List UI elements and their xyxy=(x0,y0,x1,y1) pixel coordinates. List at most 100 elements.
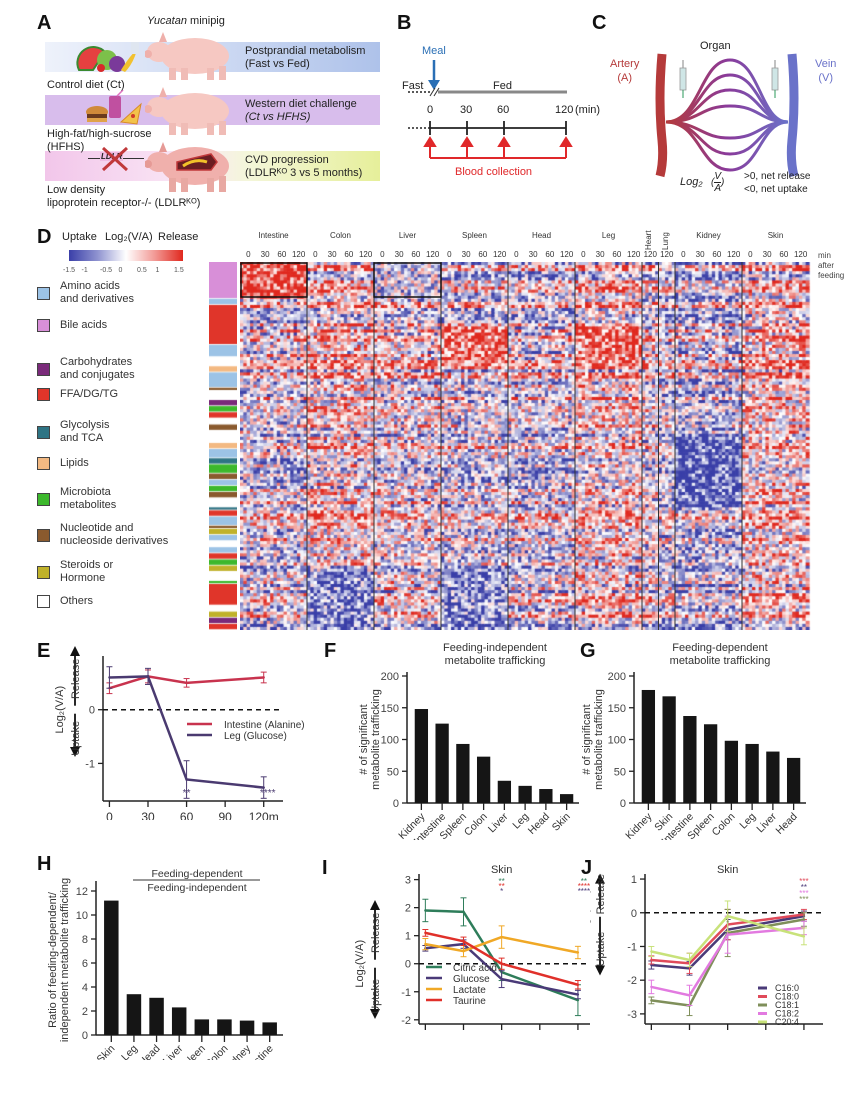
significance-stars: *** xyxy=(799,889,808,898)
series-line xyxy=(109,675,264,789)
x-tick-label: Leg xyxy=(119,1043,140,1060)
y-tick-label: 12 xyxy=(76,886,88,898)
control-diet-label: Control diet (Ct) xyxy=(47,79,125,91)
y-tick-label: 100 xyxy=(381,735,399,747)
significance-stars: * xyxy=(500,887,503,896)
time-60: 60 xyxy=(497,104,510,116)
timepoint-label: 30 xyxy=(528,250,538,259)
category-label: Glycolysis and TCA xyxy=(60,419,110,444)
data-point xyxy=(802,918,806,921)
chart-title-numerator: Feeding-dependent xyxy=(151,868,242,880)
fraction-numerator: V xyxy=(714,171,722,183)
chart-title: Skin xyxy=(717,864,738,876)
artery-label-text: Artery xyxy=(610,58,640,70)
timepoint-label: 30 xyxy=(595,250,605,259)
timeline-diagram xyxy=(408,60,573,159)
syringe-icon-artery xyxy=(679,60,687,98)
timepoint-label: 60 xyxy=(779,250,789,259)
data-point xyxy=(262,786,265,789)
y-axis-title: # of significant xyxy=(358,704,370,774)
category-legend-item: FFA/DG/TG xyxy=(37,388,118,401)
y-tick-label: 2 xyxy=(405,903,411,915)
organ-label: Heart xyxy=(644,230,653,250)
colorbar-title: Log₂(V/A) xyxy=(105,231,153,243)
organ-label: Spleen xyxy=(462,231,487,240)
x-tick-label: 60 xyxy=(180,810,194,820)
vein-label: Vein (V) xyxy=(815,57,836,85)
x-tick-label: 30 xyxy=(141,810,155,820)
panel-letter-j: J xyxy=(581,857,593,879)
blood-collection-arrows xyxy=(423,136,573,159)
category-label: Carbohydrates and conjugates xyxy=(60,356,135,381)
organ-label: Intestine xyxy=(258,231,289,240)
fruit-vegetable-icon xyxy=(76,42,139,72)
y-tick-label: 8 xyxy=(82,934,88,946)
significance-stars: ** xyxy=(801,883,807,892)
y-tick-label: -1 xyxy=(85,758,95,770)
category-legend-item: Lipids xyxy=(37,457,89,470)
pig-caption-rest: minipig xyxy=(186,15,225,27)
legend-label: Taurine xyxy=(453,996,486,1007)
chart-title: Feeding-dependent xyxy=(672,642,767,654)
cvd-sub: (LDLRᴷᴼ 3 vs 5 months) xyxy=(245,167,363,179)
panel-letter-c: C xyxy=(592,12,607,34)
heatmap-dividers xyxy=(240,262,743,630)
y-uptake-label: Uptake xyxy=(70,721,82,756)
colorbar-tick-label: -1 xyxy=(81,267,88,274)
category-label: Microbiota metabolites xyxy=(60,486,117,511)
y-tick-label: 0 xyxy=(82,1030,88,1042)
y-tick-label: 0 xyxy=(89,705,95,717)
timepoint-label: 0 xyxy=(313,250,318,259)
category-swatch xyxy=(37,362,50,376)
data-point xyxy=(576,951,580,954)
timepoint-label: 60 xyxy=(712,250,722,259)
chart-j: 10-1-2-30306090120mReleaseUptakeLog₂(V/A… xyxy=(590,864,823,1030)
timepoint-label: 30 xyxy=(695,250,705,259)
category-label: Bile acids xyxy=(60,319,108,331)
y-axis-title: metabolite trafficking xyxy=(370,689,382,790)
legend-label: Leg (Glucose) xyxy=(224,731,287,742)
highlight-box-intestine xyxy=(240,262,308,298)
significance-stars: * xyxy=(726,919,729,928)
panel-letter-h: H xyxy=(37,853,52,875)
series-line xyxy=(425,935,579,954)
timepoint-label: 30 xyxy=(394,250,404,259)
series-line xyxy=(109,675,264,690)
timepoint-label: 120 xyxy=(793,250,808,259)
chart-title: Feeding-independent xyxy=(443,642,547,654)
colorbar-tick-label: 1 xyxy=(155,267,160,274)
category-label: Lipids xyxy=(60,457,89,469)
chart-f: 050100150200KidneyIntestineSpleenColonLi… xyxy=(358,642,579,840)
legend-label: C18:2 xyxy=(775,1009,799,1019)
postprandial-text: Postprandial metabolism (Fast vs Fed) xyxy=(245,45,365,71)
pig-icon-ldlr xyxy=(145,142,229,192)
series-line xyxy=(651,913,805,965)
timepoint-label: 120 xyxy=(726,250,741,259)
y-tick-label: 2 xyxy=(82,1006,88,1018)
data-point xyxy=(462,949,465,953)
knockout-x-icon xyxy=(101,146,129,172)
category-swatch xyxy=(37,528,50,542)
artery-vessel xyxy=(655,53,668,178)
category-swatch xyxy=(37,595,50,608)
y-axis-title: Log₂(V/A) xyxy=(54,686,66,734)
category-legend-item: Glycolysis and TCA xyxy=(37,419,110,445)
cvd-title: CVD progression xyxy=(245,154,329,166)
bar xyxy=(766,751,780,803)
bar xyxy=(456,743,470,803)
timepoint-label: 0 xyxy=(514,250,519,259)
timepoint-label: 30 xyxy=(762,250,772,259)
timepoint-label: 30 xyxy=(327,250,337,259)
va-interpretation: >0, net release <0, net uptake xyxy=(744,170,810,196)
bar xyxy=(435,723,449,803)
junk-food-icon xyxy=(86,90,142,125)
bar xyxy=(171,1007,187,1035)
significance-stars: **** xyxy=(260,788,276,799)
data-point xyxy=(650,950,653,953)
vein-label-text: Vein xyxy=(815,58,837,70)
timepoint-label: 120 xyxy=(358,250,373,259)
significance-stars: ** xyxy=(499,877,505,886)
x-tick-label: Skin xyxy=(550,811,573,834)
series-line xyxy=(425,931,579,986)
